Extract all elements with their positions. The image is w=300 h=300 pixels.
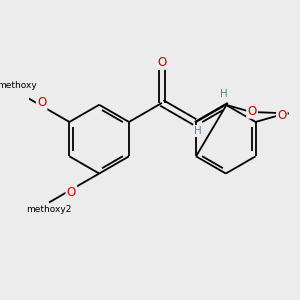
Text: methoxy2: methoxy2 xyxy=(26,205,72,214)
Text: H: H xyxy=(220,89,228,99)
Text: O: O xyxy=(67,186,76,199)
Text: H: H xyxy=(194,126,202,136)
Text: O: O xyxy=(37,97,46,110)
Text: O: O xyxy=(248,105,257,118)
Text: O: O xyxy=(277,109,286,122)
Text: O: O xyxy=(157,56,167,69)
Text: methoxy: methoxy xyxy=(0,81,37,90)
